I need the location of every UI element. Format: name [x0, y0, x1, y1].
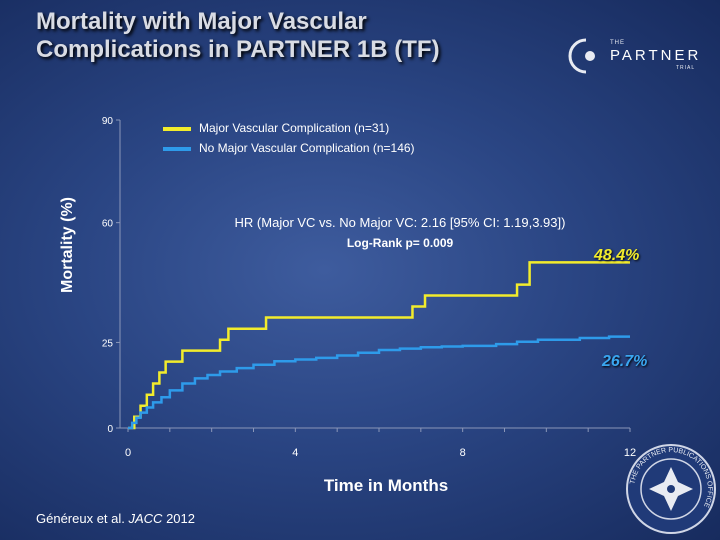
logo-text-partner: PARTNER: [610, 47, 702, 64]
slide-title: Mortality with Major Vascular Complicati…: [36, 8, 556, 64]
logo-text-the: THE: [610, 40, 625, 46]
x-tick-label: 8: [460, 447, 466, 459]
partner-trial-logo: THE PARTNER TRIAL: [568, 38, 708, 78]
x-tick-label: 12: [624, 447, 636, 459]
title-line-1: Mortality with Major Vascular: [36, 8, 367, 35]
y-tick-label: 60: [102, 219, 114, 230]
legend-label-none: No Major Vascular Complication (n=146): [199, 141, 415, 155]
x-tick-label: 0: [125, 447, 131, 459]
legend-swatch-none: [163, 147, 191, 151]
x-tick-label: 4: [292, 447, 298, 459]
publications-office-seal: THE PARTNER PUBLICATIONS OFFICE: [626, 444, 716, 534]
citation-journal: JACC: [128, 511, 163, 526]
hazard-ratio-annotation: HR (Major VC vs. No Major VC: 2.16 [95% …: [234, 215, 566, 230]
final-value-none: 26.7%: [602, 353, 648, 370]
y-tick-label: 0: [107, 424, 113, 435]
series-line-none: [128, 335, 630, 430]
logo-text-trial: TRIAL: [676, 65, 696, 71]
legend-label-major: Major Vascular Complication (n=31): [199, 121, 390, 135]
citation-year: 2012: [162, 511, 195, 526]
y-axis-label: Mortality (%): [59, 197, 76, 293]
citation: Généreux et al. JACC 2012: [36, 511, 195, 526]
series-line-major: [128, 261, 630, 430]
y-tick-label: 25: [102, 338, 114, 349]
citation-authors: Généreux et al.: [36, 511, 129, 526]
final-value-major: 48.4%: [594, 247, 640, 264]
partner-logo-mark-icon: [568, 38, 595, 74]
legend-swatch-major: [163, 127, 191, 131]
logrank-annotation: Log-Rank p= 0.009: [346, 236, 454, 250]
title-line-2: Complications in PARTNER 1B (TF): [36, 36, 440, 63]
x-axis-label: Time in Months: [323, 476, 449, 495]
y-tick-label: 90: [102, 116, 114, 127]
